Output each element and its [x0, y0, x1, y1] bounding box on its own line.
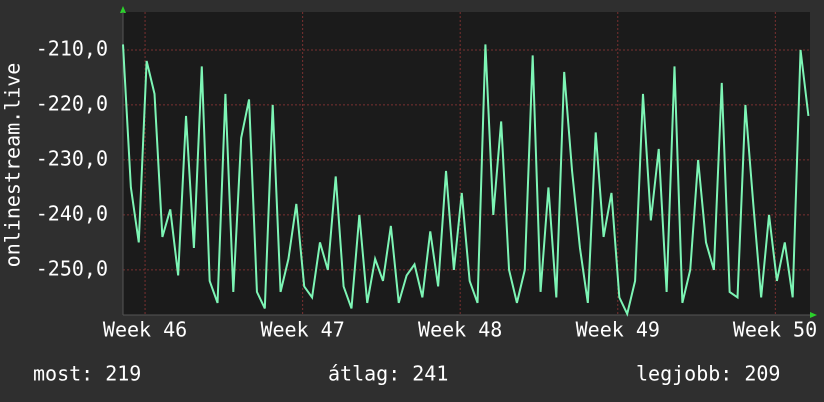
y-tick-label: -210,0 [36, 36, 108, 60]
y-tick-label: -220,0 [36, 91, 108, 115]
axis-arrow [120, 6, 126, 13]
stat-value: 209 [744, 362, 780, 386]
x-tick-label: Week 49 [576, 318, 660, 342]
stat-value: 219 [105, 362, 141, 386]
y-tick-label: -250,0 [36, 256, 108, 280]
stat-value: 241 [412, 362, 448, 386]
axis-arrow [810, 312, 817, 318]
stat-label: legjobb: [636, 362, 732, 386]
x-tick-label: Week 46 [103, 318, 187, 342]
y-tick-label: -230,0 [36, 146, 108, 170]
x-tick-label: Week 48 [418, 318, 502, 342]
plot-area [123, 12, 810, 315]
x-tick-label: Week 47 [260, 318, 344, 342]
y-tick-label: -240,0 [36, 201, 108, 225]
stat-label: átlag: [328, 362, 400, 386]
stat-label: most: [33, 362, 93, 386]
data-line [122, 44, 810, 317]
y-axis-label: onlinestream.live [1, 63, 25, 268]
x-tick-label: Week 50 [733, 318, 817, 342]
